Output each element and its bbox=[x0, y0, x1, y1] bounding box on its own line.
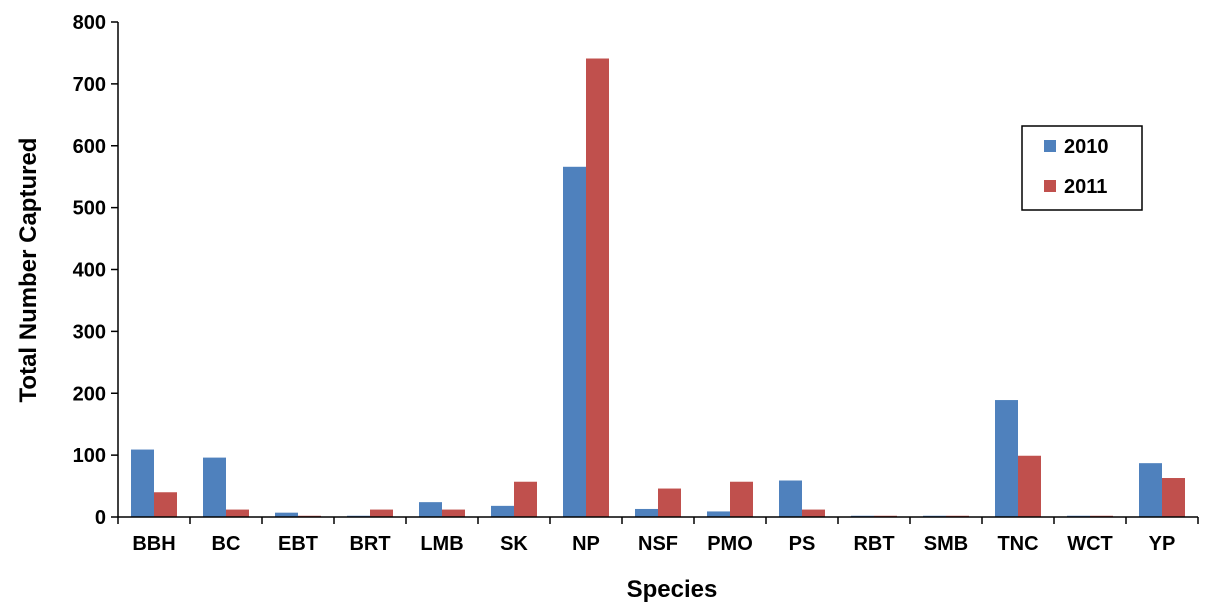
bar-2011-BRT bbox=[370, 509, 393, 517]
x-tick-label: NSF bbox=[638, 533, 678, 555]
bar-2010-BC bbox=[203, 457, 226, 517]
x-tick-label: YP bbox=[1149, 533, 1176, 555]
x-tick-label: WCT bbox=[1067, 533, 1113, 555]
bar-2011-PMO bbox=[730, 481, 753, 517]
x-tick-label: BRT bbox=[349, 533, 390, 555]
x-tick-label: LMB bbox=[420, 533, 463, 555]
bar-2011-BBH bbox=[154, 492, 177, 517]
x-tick-label: EBT bbox=[278, 533, 318, 555]
bar-2010-PS bbox=[779, 480, 802, 517]
bar-2010-YP bbox=[1139, 463, 1162, 517]
x-axis-ticks: BBH BC EBT BRT LMB SK NP NSF PMO PS RBT SMB TNC WCT YP bbox=[117, 517, 1199, 555]
x-tick-label: SMB bbox=[924, 533, 968, 555]
y-tick-label: 600 bbox=[73, 136, 106, 158]
y-tick-label: 700 bbox=[73, 74, 106, 96]
y-axis-title: Total Number Captured bbox=[15, 138, 42, 403]
bar-2011-PS bbox=[802, 509, 825, 517]
bar-2011-SK bbox=[514, 481, 537, 517]
bar-2011-NSF bbox=[658, 488, 681, 517]
bar-2010-SK bbox=[491, 505, 514, 517]
legend-box bbox=[1021, 125, 1143, 211]
x-tick-label: NP bbox=[572, 533, 600, 555]
y-tick-label: 800 bbox=[73, 12, 106, 34]
bar-2011-TNC bbox=[1018, 455, 1041, 517]
bar-2010-LMB bbox=[419, 502, 442, 517]
bars bbox=[131, 58, 1185, 517]
bar-2010-BBH bbox=[131, 449, 154, 517]
y-tick-label: 100 bbox=[73, 445, 106, 467]
legend-label-2010: 2010 bbox=[1064, 136, 1109, 158]
bar-2011-YP bbox=[1162, 478, 1185, 517]
x-tick-label: RBT bbox=[853, 533, 894, 555]
legend-label-2011: 2011 bbox=[1064, 176, 1107, 198]
x-tick-label: PMO bbox=[707, 533, 753, 555]
x-tick-label: TNC bbox=[997, 533, 1038, 555]
x-tick-label: PS bbox=[789, 533, 816, 555]
legend-swatch-2010 bbox=[1044, 140, 1056, 152]
y-axis-ticks: 0 100 200 300 400 500 600 700 800 bbox=[73, 12, 118, 529]
bar-2011-LMB bbox=[442, 509, 465, 517]
x-axis-title: Species bbox=[627, 576, 718, 603]
legend: 2010 2011 bbox=[1021, 125, 1143, 211]
bar-2010-NP bbox=[563, 166, 586, 517]
bar-2010-TNC bbox=[995, 400, 1018, 517]
legend-swatch-2011 bbox=[1044, 180, 1056, 192]
bar-2010-NSF bbox=[635, 508, 658, 517]
y-tick-label: 500 bbox=[73, 198, 106, 220]
x-tick-label: SK bbox=[500, 533, 528, 555]
y-tick-label: 200 bbox=[73, 383, 106, 405]
bar-2011-BC bbox=[226, 509, 249, 517]
bar-2010-EBT bbox=[275, 512, 298, 517]
x-tick-label: BBH bbox=[132, 533, 175, 555]
y-tick-label: 300 bbox=[73, 321, 106, 343]
bar-2011-NP bbox=[586, 58, 609, 517]
y-tick-label: 0 bbox=[95, 507, 106, 529]
x-tick-label: BC bbox=[212, 533, 241, 555]
bar-2010-PMO bbox=[707, 511, 730, 517]
y-tick-label: 400 bbox=[73, 260, 106, 282]
